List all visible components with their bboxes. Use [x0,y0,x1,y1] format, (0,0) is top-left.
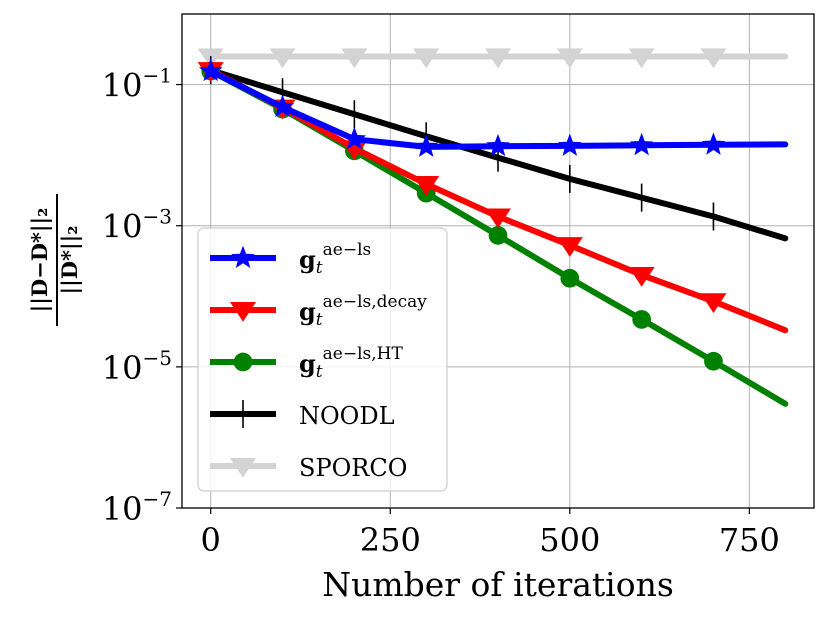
data-point [629,132,654,156]
data-point [349,100,360,129]
data-point [556,237,583,257]
data-point [485,48,511,69]
y-tick-label: 10−5 [102,346,172,387]
y-label-denominator: ||D*||₂ [57,226,82,295]
data-point [230,301,256,322]
legend: gtae−ls gtae−ls,decay gtae−ls,HT NOODL SPORC… [197,227,448,492]
legend-entry-0: gtae−ls [210,240,371,278]
data-point [198,58,223,82]
series-0 [198,58,789,157]
data-point [628,266,655,287]
x-tick-label: 250 [360,521,421,559]
data-point [636,183,647,212]
data-point [233,352,253,372]
data-point [485,208,511,229]
y-tick-label: 10−7 [102,487,172,528]
legend-label: gtae−ls,HT [299,344,403,382]
legend-entry-4: SPORCO [210,454,407,482]
data-point [560,268,580,288]
y-label-numerator: ||D−D*||₂ [27,208,52,313]
data-point [230,457,256,478]
data-point [701,132,726,155]
data-point [488,225,508,245]
x-tick-label: 750 [719,521,780,559]
data-point [486,133,510,157]
data-point [270,94,295,118]
data-point [628,48,655,69]
data-point [556,48,583,69]
x-axis-label: Number of iterations [322,565,674,604]
legend-label: NOODL [299,402,395,430]
y-axis-label: ||D−D*||₂ ||D*||₂ [27,194,82,326]
data-point [704,351,723,371]
data-point [341,48,368,69]
legend-entry-2: gtae−ls,HT [210,344,403,382]
data-point [700,293,727,313]
legend-entry-3: NOODL [210,400,395,430]
data-point [341,140,368,161]
data-point [558,133,582,156]
data-point [231,245,255,268]
data-point [342,126,367,150]
data-point [708,202,719,231]
plot-frame [181,13,815,509]
data-point [632,310,651,329]
data-point [413,175,440,196]
data-point [269,48,296,69]
legend-label: gtae−ls,decay [299,292,427,330]
data-point [238,400,248,428]
ticks: 0 250 500 750 10−1 10−3 10−5 10−7 [102,64,780,559]
legend-label: SPORCO [299,454,407,482]
legend-box [197,227,448,492]
x-tick-label: 500 [539,521,600,559]
data-point [700,48,727,69]
y-tick-label: 10−3 [102,205,172,246]
series-layer [197,48,789,407]
legend-label: gtae−ls [299,240,371,278]
data-point [414,134,438,157]
data-point [564,164,575,193]
y-tick-label: 10−1 [102,64,172,105]
data-point [413,48,440,69]
series-4 [197,48,789,69]
legend-entry-1: gtae−ls,decay [210,292,427,330]
x-tick-label: 0 [201,521,221,559]
